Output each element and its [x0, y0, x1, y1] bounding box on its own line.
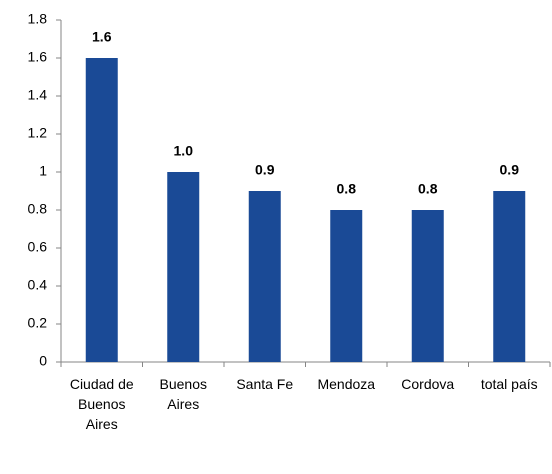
y-tick-label: 0.8 — [28, 201, 48, 217]
bar — [411, 210, 444, 362]
x-tick-label: Cordova — [401, 376, 455, 392]
bar — [85, 58, 118, 362]
y-tick-label: 0.6 — [28, 239, 48, 255]
value-label: 0.9 — [500, 162, 520, 178]
y-tick-label: 0.4 — [28, 277, 48, 293]
value-label: 1.6 — [92, 29, 112, 45]
value-label: 1.0 — [174, 143, 194, 159]
y-tick-label: 1.6 — [28, 49, 48, 65]
value-label: 0.9 — [255, 162, 275, 178]
bar — [330, 210, 363, 362]
x-tick-label: Mendoza — [317, 376, 376, 392]
x-tick-label: Buenos Aires — [159, 376, 207, 412]
y-tick-label: 1.2 — [28, 125, 48, 141]
y-tick-label: 1.8 — [28, 11, 48, 27]
x-tick-label: Ciudad de Buenos Aires — [69, 376, 134, 432]
value-label: 0.8 — [418, 181, 438, 197]
y-tick-label: 0.2 — [28, 315, 48, 331]
bar — [248, 191, 281, 362]
value-label: 0.8 — [337, 181, 357, 197]
y-tick-label: 1 — [39, 163, 47, 179]
x-tick-label: total país — [480, 376, 538, 392]
bar — [493, 191, 526, 362]
x-tick-label: Santa Fe — [236, 376, 294, 392]
y-tick-label: 1.4 — [28, 87, 48, 103]
bar — [167, 172, 200, 362]
y-tick-label: 0 — [39, 353, 47, 369]
